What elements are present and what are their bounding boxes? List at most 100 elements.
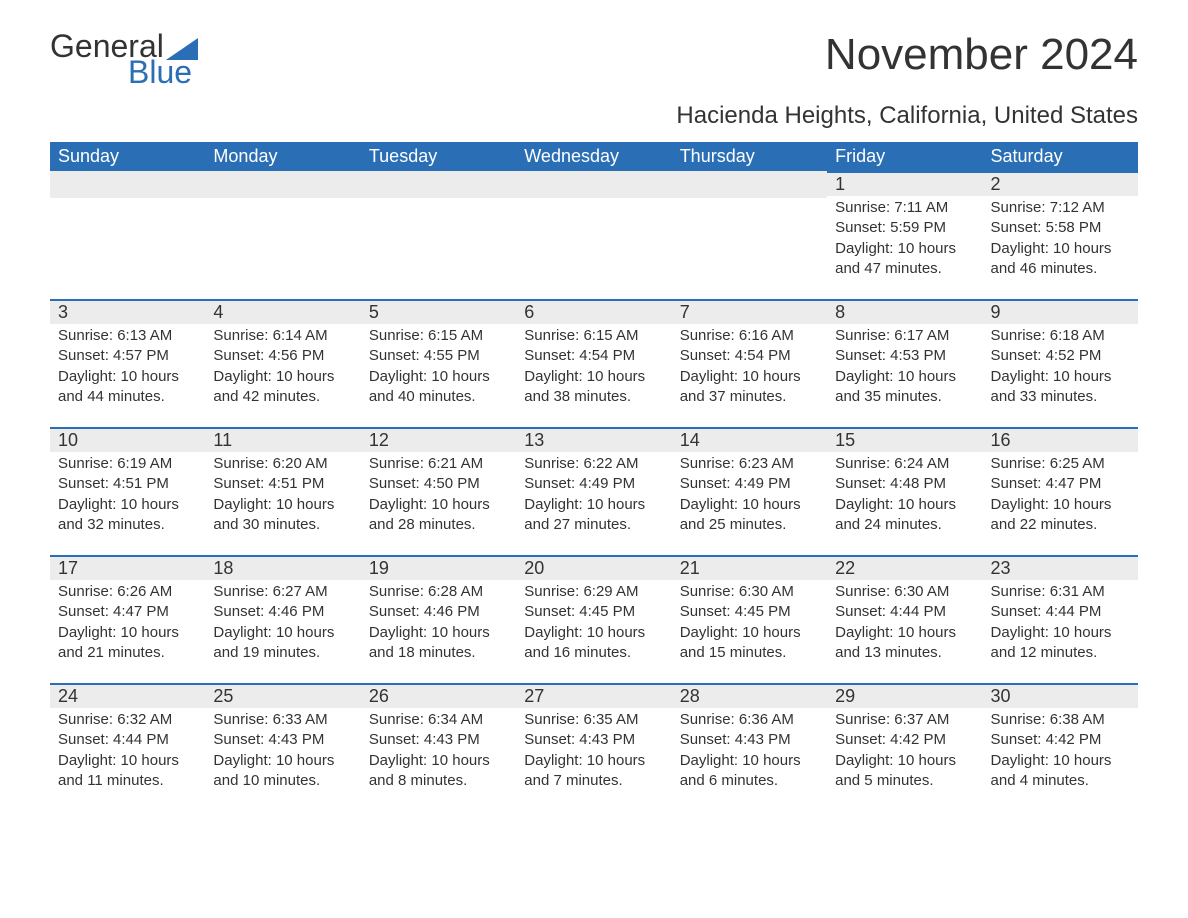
day-number-bar: 12 [361, 427, 516, 452]
day-body: Sunrise: 7:11 AMSunset: 5:59 PMDaylight:… [827, 196, 982, 285]
sunset-text: Sunset: 4:55 PM [369, 346, 508, 366]
sunrise-text: Sunrise: 6:23 AM [680, 454, 819, 474]
weekday-header: Sunday [50, 142, 205, 171]
daylight-text: Daylight: 10 hours and 7 minutes. [524, 751, 663, 792]
sunrise-text: Sunrise: 6:27 AM [213, 582, 352, 602]
day-number-bar: 22 [827, 555, 982, 580]
sunset-text: Sunset: 4:54 PM [680, 346, 819, 366]
sunset-text: Sunset: 4:51 PM [58, 474, 197, 494]
day-number: 27 [516, 685, 671, 708]
day-body: Sunrise: 6:32 AMSunset: 4:44 PMDaylight:… [50, 708, 205, 797]
day-number-bar: 8 [827, 299, 982, 324]
day-number-bar: 23 [983, 555, 1138, 580]
weekday-header: Thursday [672, 142, 827, 171]
day-number: 4 [205, 301, 360, 324]
day-number-bar: 17 [50, 555, 205, 580]
logo-text-blue: Blue [128, 56, 192, 88]
sunrise-text: Sunrise: 6:19 AM [58, 454, 197, 474]
calendar-day-cell: 20Sunrise: 6:29 AMSunset: 4:45 PMDayligh… [516, 555, 671, 683]
day-number-bar: 5 [361, 299, 516, 324]
day-body: Sunrise: 6:19 AMSunset: 4:51 PMDaylight:… [50, 452, 205, 541]
day-body: Sunrise: 6:29 AMSunset: 4:45 PMDaylight:… [516, 580, 671, 669]
day-number-bar: 6 [516, 299, 671, 324]
sunrise-text: Sunrise: 6:14 AM [213, 326, 352, 346]
logo: General Blue [50, 30, 198, 88]
daylight-text: Daylight: 10 hours and 42 minutes. [213, 367, 352, 408]
calendar-day-cell [672, 171, 827, 299]
sunrise-text: Sunrise: 6:29 AM [524, 582, 663, 602]
day-number-bar: 13 [516, 427, 671, 452]
daylight-text: Daylight: 10 hours and 19 minutes. [213, 623, 352, 664]
calendar-day-cell: 11Sunrise: 6:20 AMSunset: 4:51 PMDayligh… [205, 427, 360, 555]
sunrise-text: Sunrise: 6:38 AM [991, 710, 1130, 730]
sunset-text: Sunset: 4:44 PM [58, 730, 197, 750]
sunset-text: Sunset: 4:43 PM [369, 730, 508, 750]
sunset-text: Sunset: 4:51 PM [213, 474, 352, 494]
sunset-text: Sunset: 5:59 PM [835, 218, 974, 238]
day-number: 30 [983, 685, 1138, 708]
calendar-day-cell [205, 171, 360, 299]
calendar-day-cell: 21Sunrise: 6:30 AMSunset: 4:45 PMDayligh… [672, 555, 827, 683]
day-number: 8 [827, 301, 982, 324]
sunset-text: Sunset: 4:42 PM [991, 730, 1130, 750]
sunset-text: Sunset: 4:49 PM [524, 474, 663, 494]
calendar-day-cell: 17Sunrise: 6:26 AMSunset: 4:47 PMDayligh… [50, 555, 205, 683]
daylight-text: Daylight: 10 hours and 32 minutes. [58, 495, 197, 536]
day-number: 6 [516, 301, 671, 324]
daylight-text: Daylight: 10 hours and 33 minutes. [991, 367, 1130, 408]
day-body: Sunrise: 6:37 AMSunset: 4:42 PMDaylight:… [827, 708, 982, 797]
sunset-text: Sunset: 4:52 PM [991, 346, 1130, 366]
day-number: 13 [516, 429, 671, 452]
day-number-bar: 15 [827, 427, 982, 452]
calendar-day-cell [50, 171, 205, 299]
day-body: Sunrise: 6:36 AMSunset: 4:43 PMDaylight:… [672, 708, 827, 797]
sunrise-text: Sunrise: 6:15 AM [524, 326, 663, 346]
calendar-week-row: 10Sunrise: 6:19 AMSunset: 4:51 PMDayligh… [50, 427, 1138, 555]
sunrise-text: Sunrise: 6:32 AM [58, 710, 197, 730]
sunset-text: Sunset: 5:58 PM [991, 218, 1130, 238]
calendar-day-cell: 3Sunrise: 6:13 AMSunset: 4:57 PMDaylight… [50, 299, 205, 427]
weekday-header-row: SundayMondayTuesdayWednesdayThursdayFrid… [50, 142, 1138, 171]
calendar-week-row: 24Sunrise: 6:32 AMSunset: 4:44 PMDayligh… [50, 683, 1138, 811]
day-number-bar: 24 [50, 683, 205, 708]
calendar-day-cell: 28Sunrise: 6:36 AMSunset: 4:43 PMDayligh… [672, 683, 827, 811]
sunset-text: Sunset: 4:45 PM [680, 602, 819, 622]
day-body: Sunrise: 7:12 AMSunset: 5:58 PMDaylight:… [983, 196, 1138, 285]
daylight-text: Daylight: 10 hours and 10 minutes. [213, 751, 352, 792]
day-number: 9 [983, 301, 1138, 324]
day-body: Sunrise: 6:17 AMSunset: 4:53 PMDaylight:… [827, 324, 982, 413]
calendar-day-cell: 13Sunrise: 6:22 AMSunset: 4:49 PMDayligh… [516, 427, 671, 555]
day-number-bar: 9 [983, 299, 1138, 324]
daylight-text: Daylight: 10 hours and 22 minutes. [991, 495, 1130, 536]
sunset-text: Sunset: 4:46 PM [369, 602, 508, 622]
calendar-day-cell: 16Sunrise: 6:25 AMSunset: 4:47 PMDayligh… [983, 427, 1138, 555]
day-number: 2 [983, 173, 1138, 196]
sunset-text: Sunset: 4:53 PM [835, 346, 974, 366]
weekday-header: Monday [205, 142, 360, 171]
day-body: Sunrise: 6:30 AMSunset: 4:45 PMDaylight:… [672, 580, 827, 669]
day-body: Sunrise: 6:38 AMSunset: 4:42 PMDaylight:… [983, 708, 1138, 797]
day-body: Sunrise: 6:31 AMSunset: 4:44 PMDaylight:… [983, 580, 1138, 669]
day-number: 7 [672, 301, 827, 324]
sunset-text: Sunset: 4:43 PM [680, 730, 819, 750]
sunrise-text: Sunrise: 6:22 AM [524, 454, 663, 474]
day-number: 12 [361, 429, 516, 452]
day-number: 28 [672, 685, 827, 708]
day-body: Sunrise: 6:24 AMSunset: 4:48 PMDaylight:… [827, 452, 982, 541]
sunset-text: Sunset: 4:54 PM [524, 346, 663, 366]
day-body: Sunrise: 6:21 AMSunset: 4:50 PMDaylight:… [361, 452, 516, 541]
calendar-day-cell [361, 171, 516, 299]
day-number: 15 [827, 429, 982, 452]
day-number-bar: 30 [983, 683, 1138, 708]
weekday-header: Tuesday [361, 142, 516, 171]
calendar-day-cell: 19Sunrise: 6:28 AMSunset: 4:46 PMDayligh… [361, 555, 516, 683]
sunrise-text: Sunrise: 6:35 AM [524, 710, 663, 730]
day-number: 1 [827, 173, 982, 196]
day-number: 14 [672, 429, 827, 452]
daylight-text: Daylight: 10 hours and 8 minutes. [369, 751, 508, 792]
day-number: 29 [827, 685, 982, 708]
day-body: Sunrise: 6:18 AMSunset: 4:52 PMDaylight:… [983, 324, 1138, 413]
sunrise-text: Sunrise: 6:24 AM [835, 454, 974, 474]
calendar-day-cell: 23Sunrise: 6:31 AMSunset: 4:44 PMDayligh… [983, 555, 1138, 683]
daylight-text: Daylight: 10 hours and 47 minutes. [835, 239, 974, 280]
